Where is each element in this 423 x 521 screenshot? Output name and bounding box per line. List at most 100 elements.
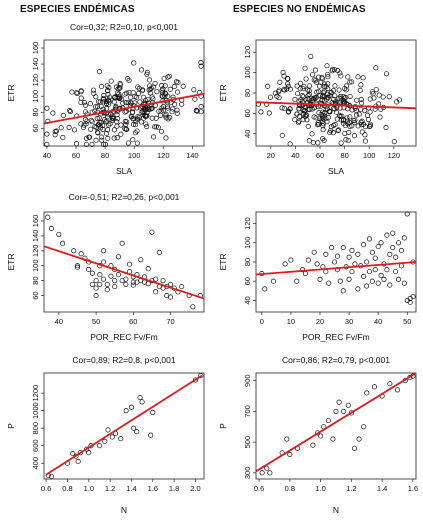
x-tick-label: 1.6 <box>408 484 418 493</box>
data-point <box>112 284 118 290</box>
data-point <box>100 259 107 265</box>
column-title-non-endemic: ESPECIES NO ENDÉMICAS <box>233 4 366 15</box>
data-point <box>349 269 355 275</box>
data-point <box>378 272 384 279</box>
data-point <box>118 82 124 88</box>
data-point <box>326 280 332 286</box>
data-point <box>123 408 129 414</box>
data-point <box>346 254 352 260</box>
data-point <box>398 247 405 254</box>
data-point <box>398 263 405 269</box>
y-tick-label: 120 <box>243 46 252 59</box>
data-point <box>156 249 162 255</box>
x-tick-label: 20 <box>316 317 324 326</box>
y-tick-label: 100 <box>31 90 40 103</box>
x-tick-label: 0.6 <box>41 484 51 493</box>
y-tick-label: 160 <box>31 215 40 228</box>
data-point <box>342 122 348 129</box>
data-point <box>286 109 292 115</box>
data-point <box>373 87 379 93</box>
data-point <box>287 451 293 457</box>
data-point <box>396 276 402 282</box>
data-point <box>70 451 76 457</box>
y-tick-label: 80 <box>31 276 40 284</box>
data-point <box>300 86 306 92</box>
data-point <box>410 294 416 300</box>
data-point <box>130 282 136 288</box>
data-point <box>366 124 373 130</box>
data-point <box>103 141 109 147</box>
data-point <box>111 127 117 133</box>
data-point <box>288 257 294 263</box>
data-point <box>71 127 78 133</box>
data-point <box>145 281 151 287</box>
data-point <box>347 114 353 120</box>
data-point <box>338 117 344 123</box>
data-point <box>86 450 92 456</box>
data-point <box>315 140 321 146</box>
data-point <box>191 87 197 93</box>
data-point <box>372 267 378 273</box>
data-point <box>313 115 319 121</box>
data-point <box>282 261 288 267</box>
data-point <box>340 245 346 251</box>
data-point <box>158 112 164 118</box>
data-point <box>338 140 344 146</box>
data-point <box>361 273 367 279</box>
data-point <box>356 111 362 117</box>
data-point <box>132 130 138 136</box>
y-axis-label: P <box>6 423 16 429</box>
data-point <box>298 102 304 108</box>
data-point <box>58 125 64 131</box>
data-point <box>336 399 342 405</box>
y-tick-label: 1200 <box>31 385 40 402</box>
data-point <box>174 110 180 116</box>
data-point <box>365 116 371 123</box>
data-point <box>143 113 149 119</box>
data-point <box>328 128 334 134</box>
data-point <box>100 248 107 254</box>
x-tick-label: 1.0 <box>84 484 94 493</box>
data-point <box>179 284 185 290</box>
data-point <box>306 88 312 94</box>
data-point <box>89 119 95 125</box>
x-axis-label: SLA <box>116 166 132 176</box>
data-point <box>327 92 333 98</box>
data-point <box>118 131 124 137</box>
regression-line <box>43 92 205 125</box>
data-point <box>343 137 349 143</box>
y-tick-label: 700 <box>243 405 252 418</box>
data-point <box>344 115 350 121</box>
data-point <box>130 121 137 127</box>
data-point <box>345 402 351 408</box>
data-point <box>192 377 199 383</box>
data-point <box>136 90 142 96</box>
data-point <box>384 232 390 238</box>
data-point <box>86 134 92 140</box>
data-point <box>132 122 138 128</box>
data-point <box>285 83 291 89</box>
data-point <box>93 137 99 143</box>
data-point <box>335 128 341 134</box>
x-tick-label: 10 <box>287 317 295 326</box>
data-point <box>296 102 302 108</box>
data-point <box>144 124 150 130</box>
regression-line <box>255 261 417 276</box>
data-point <box>106 122 112 128</box>
data-point <box>198 60 204 66</box>
data-point <box>386 94 392 100</box>
data-point <box>117 85 123 91</box>
data-point <box>325 71 331 77</box>
data-point <box>366 236 373 242</box>
data-point <box>342 130 348 137</box>
data-point <box>347 79 353 85</box>
data-point <box>353 112 360 118</box>
x-tick-label: 120 <box>388 151 401 160</box>
data-point <box>113 104 119 110</box>
y-axis-label: ETR <box>218 254 228 271</box>
data-point <box>361 424 367 430</box>
data-point <box>155 124 161 130</box>
x-tick-label: 50 <box>403 317 411 326</box>
data-point <box>144 69 150 75</box>
chart-etr-vs-sla-endemic: Cor=0,32; R2=0,10, p<0,001 40 60 80 100 120 14… <box>0 18 211 190</box>
